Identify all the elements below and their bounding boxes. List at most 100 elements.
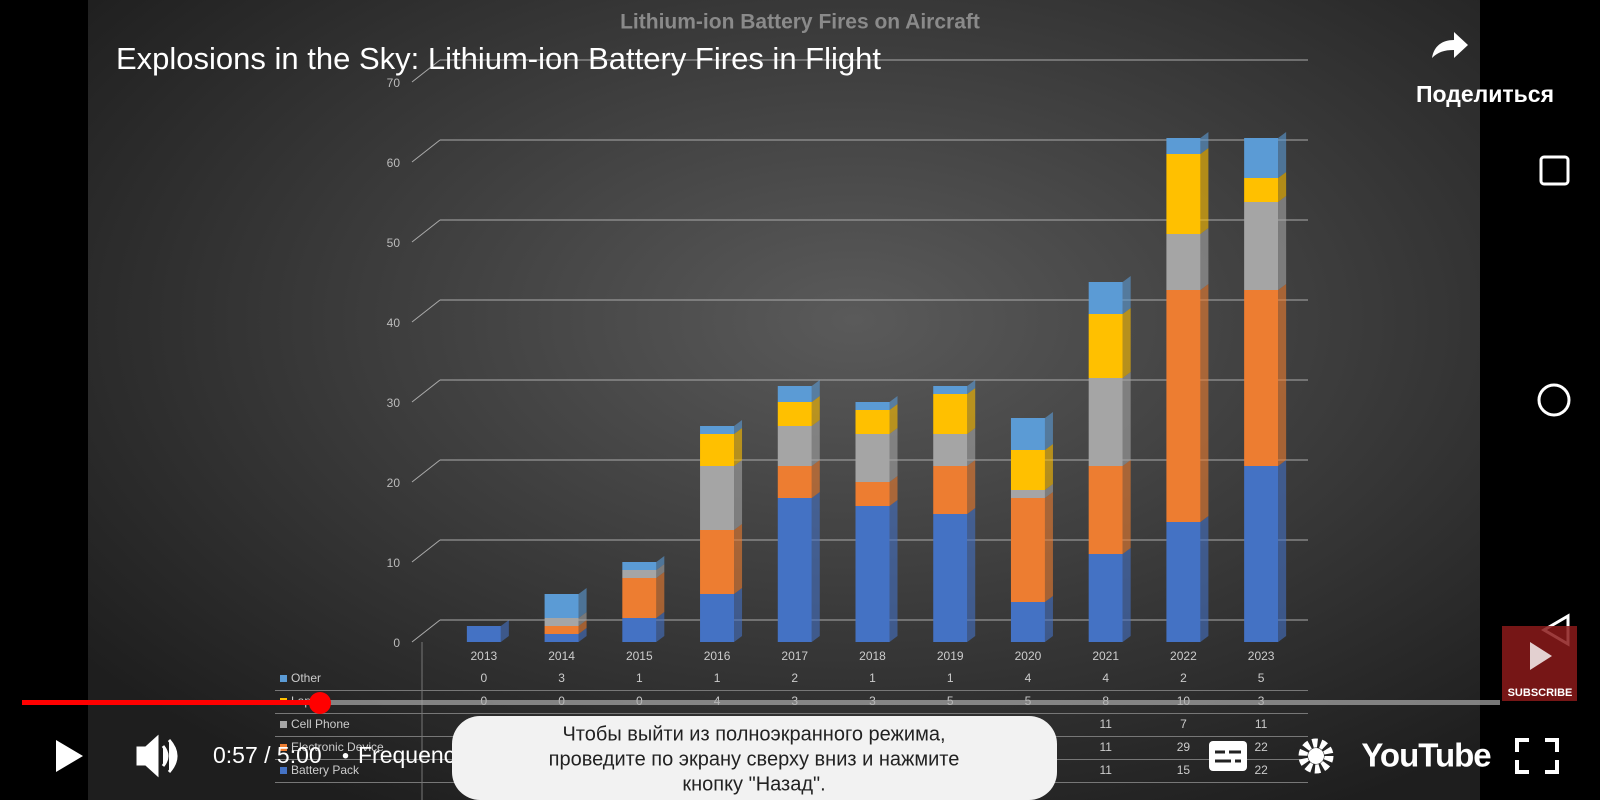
bar-side <box>1044 484 1053 498</box>
y-tick-label: 30 <box>387 396 401 410</box>
play-button[interactable] <box>56 740 83 772</box>
table-cell: 2 <box>1180 671 1187 685</box>
grid-line <box>411 59 441 83</box>
bar-segment <box>933 386 968 394</box>
bar-side <box>656 572 665 618</box>
bar-segment <box>777 426 812 466</box>
bar-segment <box>1244 466 1279 642</box>
share-label[interactable]: Поделиться <box>1416 81 1554 107</box>
legend-swatch <box>280 744 287 751</box>
bar-side <box>1122 460 1131 554</box>
nav-recents[interactable] <box>1539 155 1570 186</box>
bar-segment <box>622 570 657 578</box>
bar-side <box>1200 228 1209 290</box>
y-tick-label: 10 <box>387 556 401 570</box>
table-cell: 11 <box>1099 763 1112 777</box>
bar-segment <box>700 426 735 434</box>
bar-segment <box>1244 202 1279 290</box>
bar-segment <box>855 506 890 642</box>
y-tick-label: 70 <box>387 76 401 90</box>
legend-label: Other <box>291 671 321 685</box>
progress-track[interactable] <box>22 700 1500 705</box>
y-tick-label: 60 <box>387 156 401 170</box>
grid-line <box>411 619 441 643</box>
bar-side <box>1044 492 1053 602</box>
bar-side <box>500 620 509 642</box>
toast <box>452 716 1057 800</box>
y-tick-label: 50 <box>387 236 401 250</box>
y-tick-label: 0 <box>393 636 400 650</box>
bar-side <box>811 492 820 642</box>
bar-side <box>656 612 665 642</box>
chart-title: Lithium-ion Battery Fires on Aircraft <box>620 11 980 34</box>
separator: • <box>342 745 349 767</box>
bar-segment <box>700 466 735 530</box>
grid-line <box>411 539 441 563</box>
nav-home[interactable] <box>1537 383 1571 417</box>
x-tick-label: 2017 <box>781 649 808 663</box>
toast-line: проведите по экрану сверху вниз и нажмит… <box>549 748 960 770</box>
bar-side <box>1044 412 1053 450</box>
bar-side <box>1200 132 1209 154</box>
x-tick-label: 2020 <box>1015 649 1042 663</box>
settings-button[interactable] <box>1298 738 1334 774</box>
bar-segment <box>777 386 812 402</box>
bar-segment <box>933 394 968 434</box>
bar-side <box>1122 372 1131 466</box>
bar-segment <box>544 618 579 626</box>
bar-side <box>889 404 898 434</box>
bar-segment <box>1244 178 1279 202</box>
table-cell: 29 <box>1177 740 1191 754</box>
bar-side <box>889 396 898 410</box>
fullscreen-button[interactable] <box>1515 738 1559 774</box>
table-cell: 4 <box>1025 671 1032 685</box>
youtube-logo[interactable]: YouTube <box>1361 737 1492 774</box>
bar-segment <box>1088 554 1123 642</box>
x-tick-label: 2019 <box>937 649 964 663</box>
bar-segment <box>1166 138 1201 154</box>
bar-segment <box>1166 234 1201 290</box>
bar-side <box>1278 172 1287 202</box>
bar-side <box>1278 132 1287 178</box>
table-cell: 1 <box>714 671 721 685</box>
bar-segment <box>1088 314 1123 378</box>
bar-side <box>889 428 898 482</box>
bar-side <box>734 420 743 434</box>
x-tick-label: 2022 <box>1170 649 1197 663</box>
volume-button[interactable] <box>136 734 178 778</box>
bar-segment <box>622 578 657 618</box>
bar-segment <box>1088 378 1123 466</box>
table-cell: 3 <box>558 671 565 685</box>
legend-swatch <box>280 721 287 728</box>
bar-segment <box>933 514 968 642</box>
table-cell: 11 <box>1255 717 1268 731</box>
x-tick-label: 2021 <box>1092 649 1119 663</box>
subscribe-label[interactable]: SUBSCRIBE <box>1508 687 1573 699</box>
bar-segment <box>855 482 890 506</box>
bar-segment <box>1010 450 1045 490</box>
bar-side <box>811 460 820 498</box>
bar-side <box>656 564 665 578</box>
bar-segment <box>933 434 968 466</box>
y-tick-label: 20 <box>387 476 401 490</box>
captions-button[interactable] <box>1209 741 1247 771</box>
progress-knob[interactable] <box>309 692 331 714</box>
bar-side <box>967 460 976 514</box>
table-cell: 2 <box>791 671 798 685</box>
bar-segment <box>1010 418 1045 450</box>
bar-segment <box>855 410 890 434</box>
x-tick-label: 2016 <box>704 649 731 663</box>
grid-line <box>411 219 441 243</box>
table-cell: 22 <box>1254 740 1268 754</box>
bar-segment <box>544 626 579 634</box>
share-icon[interactable] <box>1432 32 1468 58</box>
table-cell: 1 <box>636 671 643 685</box>
bar-side <box>1200 148 1209 234</box>
bar-side <box>734 524 743 594</box>
bar-segment <box>1088 282 1123 314</box>
x-tick-label: 2013 <box>471 649 498 663</box>
grid-line <box>411 379 441 403</box>
bar-segment <box>1166 290 1201 522</box>
